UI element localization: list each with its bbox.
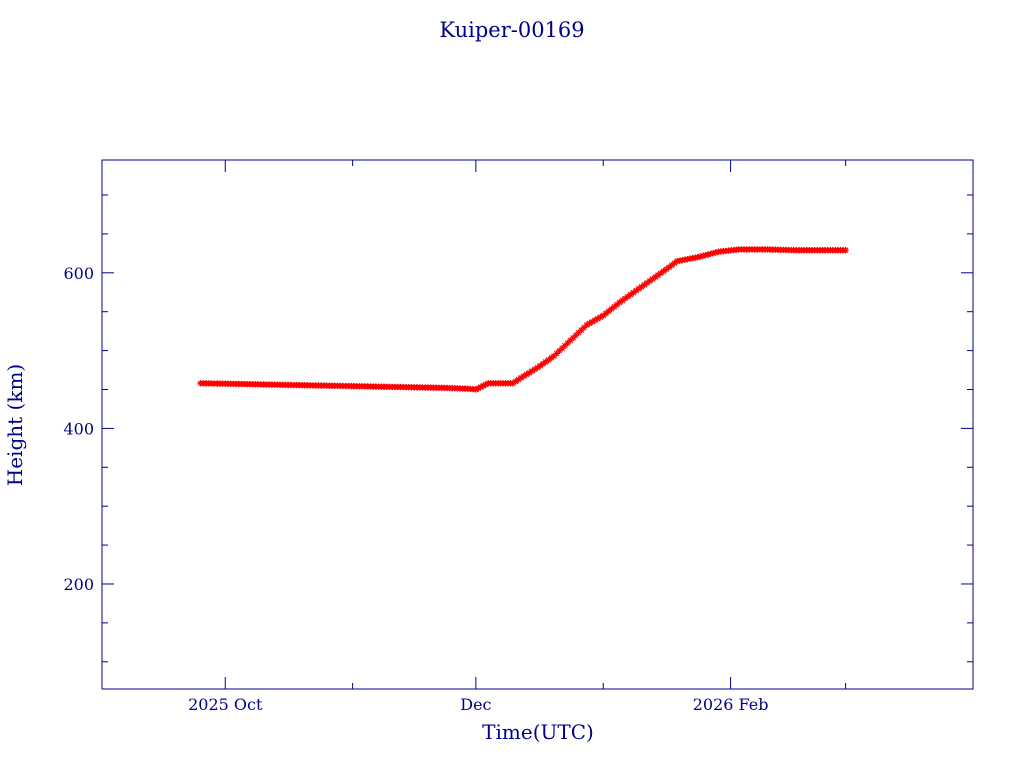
y-axis-label: Height (km)	[3, 364, 27, 486]
axis-ticks: 200 400 600 2025 Oct Dec 2026 Feb	[63, 160, 973, 714]
data-point	[586, 320, 593, 327]
data-point	[580, 324, 588, 331]
data-point	[475, 385, 482, 392]
data-point	[477, 383, 485, 391]
x-tick-label: 2025 Oct	[188, 695, 263, 714]
data-point	[558, 345, 566, 352]
data-point	[608, 305, 615, 313]
data-point	[694, 254, 701, 261]
data-point	[482, 381, 489, 388]
data-point	[671, 260, 678, 267]
data-point	[605, 307, 612, 315]
x-axis-label: Time(UTC)	[482, 720, 594, 744]
data-point	[517, 374, 525, 382]
data-point	[702, 252, 709, 259]
data-point	[531, 366, 538, 373]
data-point	[597, 313, 604, 321]
y-tick-label: 600	[63, 264, 94, 283]
data-point	[699, 252, 707, 260]
data-point	[578, 326, 585, 334]
data-point	[561, 342, 569, 349]
data-point	[472, 386, 480, 393]
data-point	[591, 317, 599, 324]
data-point	[704, 251, 712, 258]
data-point	[564, 339, 571, 347]
data-point	[665, 264, 673, 271]
y-tick-label: 400	[63, 419, 94, 438]
data-point	[709, 249, 717, 257]
data-point	[589, 318, 596, 326]
data-point	[583, 321, 591, 329]
data-point	[602, 310, 610, 317]
data-point	[697, 253, 704, 260]
data-point	[520, 372, 528, 380]
data-point	[526, 369, 533, 376]
data-point	[512, 378, 519, 385]
x-tick-label: 2026 Feb	[693, 695, 769, 714]
data-point	[613, 301, 621, 308]
data-point	[509, 380, 517, 387]
data-point	[600, 312, 607, 319]
data-point	[528, 367, 536, 375]
chart-title: Kuiper-00169	[439, 18, 584, 42]
data-point	[610, 303, 618, 310]
data-point	[712, 249, 719, 256]
data-points	[197, 246, 849, 393]
plot-frame	[101, 159, 974, 690]
x-tick-label: Dec	[460, 695, 491, 714]
data-point	[523, 371, 530, 378]
data-point	[594, 315, 601, 322]
data-point	[569, 334, 577, 342]
data-point	[550, 352, 558, 360]
data-point	[556, 347, 563, 355]
data-point	[567, 337, 574, 344]
data-point	[480, 382, 487, 389]
data-point	[572, 332, 580, 339]
data-point	[575, 329, 582, 336]
data-point	[553, 350, 560, 357]
data-point	[842, 247, 849, 254]
data-point	[668, 262, 675, 269]
y-tick-label: 200	[63, 575, 94, 594]
data-point	[707, 250, 714, 258]
data-point	[515, 376, 522, 383]
